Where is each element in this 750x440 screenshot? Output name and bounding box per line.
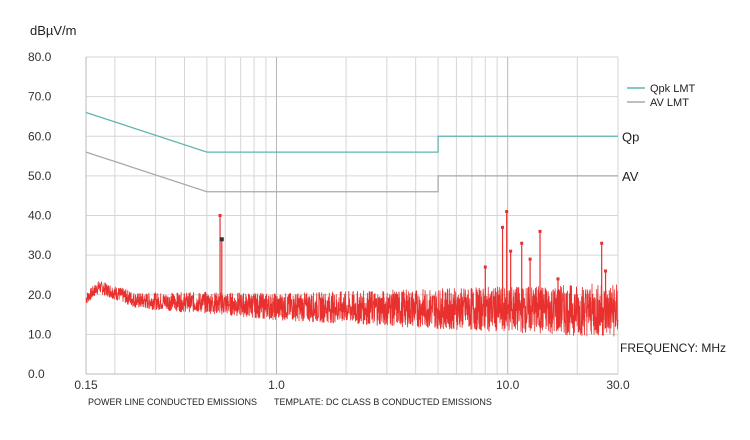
limit-line-av-lmt xyxy=(85,151,618,193)
emission-spike-marker xyxy=(528,257,532,261)
emission-spike-marker xyxy=(538,229,542,233)
limit-end-label: AV xyxy=(622,169,639,184)
y-tick-label: 10.0 xyxy=(28,327,52,341)
emission-spike-marker xyxy=(501,225,505,229)
y-tick-label: 20.0 xyxy=(28,288,52,302)
limit-line-qpk-lmt xyxy=(85,111,618,153)
legend-label: Qpk LMT xyxy=(650,83,696,95)
x-tick-label: 10.0 xyxy=(496,378,520,392)
y-tick-label: 70.0 xyxy=(28,90,52,104)
y-axis-unit-label: dBµV/m xyxy=(30,23,77,38)
x-tick-label: 30.0 xyxy=(606,378,630,392)
y-tick-label: 0.0 xyxy=(28,367,45,381)
y-tick-label: 40.0 xyxy=(28,209,52,223)
x-tick-label: 0.15 xyxy=(74,378,98,392)
emission-spike-marker xyxy=(556,277,560,281)
measurement-trace xyxy=(85,281,619,337)
emission-spike-marker xyxy=(509,249,513,253)
y-tick-label: 80.0 xyxy=(28,50,52,64)
peak-marker xyxy=(219,237,224,242)
emission-spike-marker xyxy=(218,214,222,217)
limit-end-label: Qp xyxy=(622,129,639,144)
x-axis-unit-label: FREQUENCY: MHz xyxy=(620,341,726,355)
legend: Qpk LMT AV LMT xyxy=(627,83,696,109)
emission-spike-marker xyxy=(520,241,524,245)
emission-spike-marker xyxy=(483,265,487,269)
emission-spike-marker xyxy=(604,269,608,273)
grid-layer xyxy=(85,56,619,375)
footer-right-caption: TEMPLATE: DC CLASS B CONDUCTED EMISSIONS xyxy=(274,397,492,407)
emission-spike-marker xyxy=(505,210,509,214)
legend-label: AV LMT xyxy=(650,97,689,109)
footer-left-caption: POWER LINE CONDUCTED EMISSIONS xyxy=(88,397,257,407)
y-tick-label: 60.0 xyxy=(28,129,52,143)
emission-spike-marker xyxy=(600,241,604,245)
x-tick-label: 1.0 xyxy=(268,378,285,392)
y-tick-label: 30.0 xyxy=(28,248,52,262)
y-tick-label: 50.0 xyxy=(28,169,52,183)
